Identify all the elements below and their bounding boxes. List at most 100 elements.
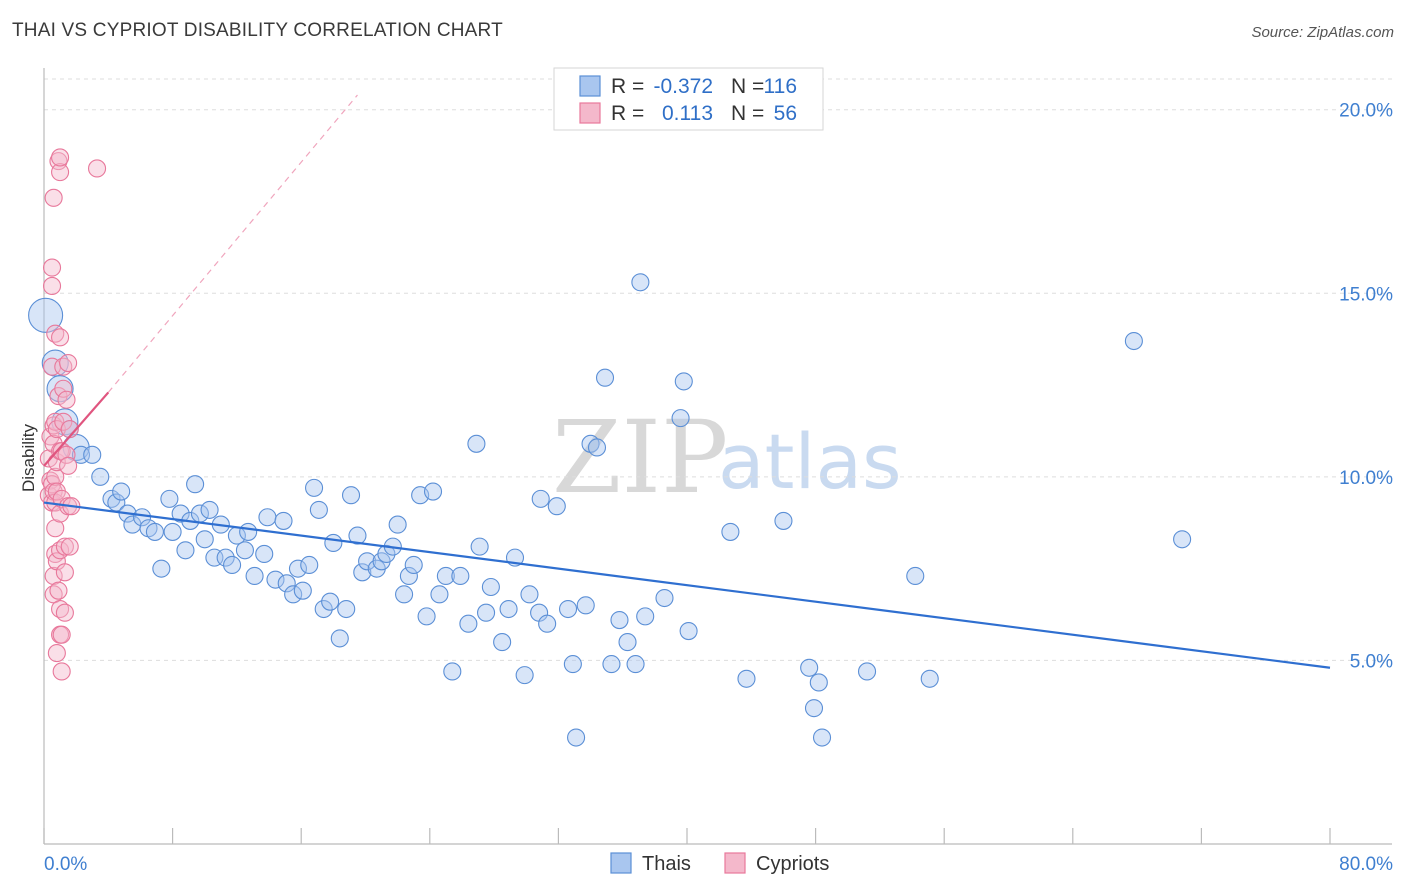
thai-point-74	[481, 577, 500, 597]
thai-point-19	[163, 522, 182, 541]
cypriot-point-48	[57, 390, 76, 409]
legend-n-value-thai: 116	[764, 75, 797, 98]
cypriot-point-42	[54, 357, 73, 376]
thai-point-86	[567, 728, 586, 747]
thai-trend	[43, 501, 1331, 669]
thai-point-99	[674, 372, 693, 391]
thai-point-7	[83, 445, 102, 464]
cypriot-trend-line	[43, 391, 110, 467]
thai-points	[28, 273, 1192, 747]
x-tick-labels: 0.0% 80.0%	[44, 854, 1393, 875]
thai-point-18	[160, 489, 179, 508]
cypriot-point-31	[51, 541, 70, 560]
cypriot-point-55	[87, 159, 107, 178]
thai-point-26	[200, 500, 219, 519]
thai-point-39	[277, 574, 296, 593]
thai-point-35	[255, 544, 274, 564]
legend-r-value-cypriot: 0.113	[662, 102, 713, 125]
axes	[43, 68, 1392, 845]
thai-point-67	[436, 566, 455, 586]
y-tick-label-10: 10.0%	[1339, 468, 1393, 489]
thai-point-52	[348, 526, 367, 545]
cypriot-point-18	[46, 467, 65, 486]
chart-source: Source: ZipAtlas.com	[1251, 24, 1394, 41]
thai-point-94	[626, 655, 645, 674]
cypriot-point-35	[51, 163, 70, 182]
thai-point-64	[417, 607, 436, 626]
thai-point-112	[1173, 530, 1192, 549]
thai-point-76	[499, 599, 518, 619]
legend-n-label-thai: N =	[731, 75, 764, 98]
thai-point-59	[388, 515, 407, 534]
thai-point-30	[223, 555, 242, 575]
thai-point-96	[636, 607, 655, 626]
thai-point-69	[451, 566, 470, 586]
cypriot-point-41	[54, 412, 73, 431]
thai-point-91	[602, 655, 621, 674]
thai-point-98	[671, 409, 690, 428]
cypriot-point-28	[49, 581, 68, 600]
thai-point-33	[239, 522, 258, 541]
watermark-atlas: atlas	[718, 417, 902, 506]
cypriot-trend-extension	[107, 94, 358, 393]
thai-point-106	[809, 673, 828, 692]
thai-point-21	[176, 541, 195, 560]
cypriot-point-20	[46, 324, 65, 343]
thai-point-53	[353, 563, 372, 582]
cypriot-point-51	[59, 456, 78, 475]
thai-point-110	[920, 669, 939, 688]
cypriot-point-16	[46, 519, 65, 538]
cypriot-point-11	[44, 566, 63, 586]
cypriot-point-46	[55, 563, 74, 582]
cypriot-point-25	[47, 420, 66, 439]
thai-point-42	[293, 581, 312, 600]
thai-point-78	[515, 666, 534, 685]
cypriot-point-14	[44, 188, 63, 207]
y-axis-label: Disability	[19, 423, 38, 492]
cypriot-point-4	[42, 258, 62, 277]
legend-r-label-thai: R =	[611, 75, 644, 98]
thai-point-85	[563, 655, 582, 674]
thai-point-45	[309, 500, 328, 519]
thai-point-73	[477, 603, 496, 622]
x-tick-label-end: 80.0%	[1339, 854, 1393, 875]
thai-point-48	[324, 533, 343, 552]
thai-point-49	[330, 629, 349, 648]
thai-point-82	[538, 614, 557, 633]
cypriot-point-54	[60, 537, 79, 556]
thai-point-66	[430, 585, 449, 604]
thai-point-60	[395, 585, 414, 604]
thai-point-62	[404, 555, 423, 575]
thai-point-75	[493, 633, 512, 652]
bottom-legend-swatch-cypriot	[724, 852, 746, 874]
thai-point-89	[587, 438, 607, 457]
thai-point-108	[857, 662, 877, 681]
thai-point-104	[800, 658, 819, 677]
thai-point-61	[399, 566, 418, 586]
thai-point-107	[812, 728, 832, 747]
thai-point-109	[906, 566, 925, 586]
thai-point-68	[443, 662, 462, 681]
legend-n-label-cypriot: N =	[731, 102, 764, 125]
y-tick-label-5: 5.0%	[1350, 651, 1393, 672]
thai-point-34	[245, 566, 264, 586]
bottom-legend-swatch-thai	[610, 852, 632, 874]
thai-point-79	[520, 585, 539, 604]
thai-point-54	[358, 552, 377, 571]
cypriot-point-5	[42, 276, 62, 295]
bottom-legend-thai: Thais	[642, 853, 691, 875]
cypriot-point-30	[51, 599, 70, 619]
thai-point-37	[266, 570, 285, 589]
thai-point-87	[576, 596, 595, 615]
cypriot-points	[39, 148, 107, 681]
thai-point-102	[737, 669, 756, 688]
legend-swatch-thai	[579, 75, 601, 97]
thai-point-65	[423, 482, 443, 501]
thai-point-46	[314, 599, 333, 619]
bottom-legend-cypriot: Cypriots	[756, 853, 829, 875]
thai-point-32	[235, 541, 254, 560]
legend-r-value-thai: -0.372	[653, 75, 713, 98]
thai-point-100	[679, 622, 698, 641]
thai-point-103	[774, 511, 793, 530]
thai-point-81	[531, 489, 550, 508]
